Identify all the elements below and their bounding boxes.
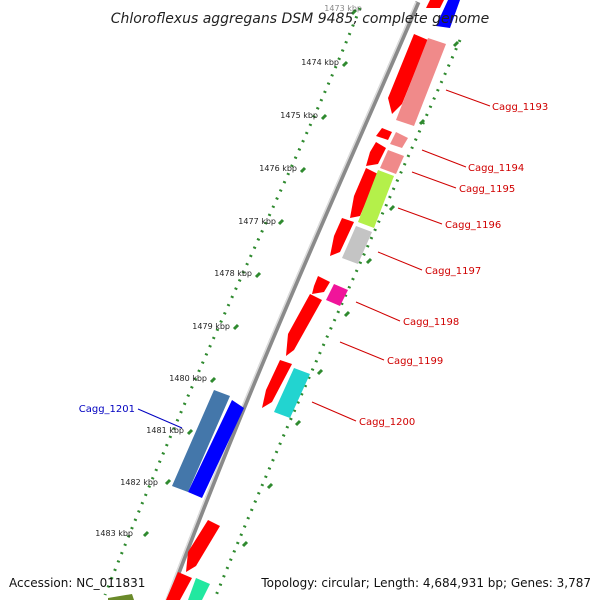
kbp-label: 1473 kbp [324,4,362,13]
leader-line [445,89,491,107]
leader-line [137,408,183,429]
outer-tick-h [266,482,274,490]
tick-1473 [350,8,358,16]
gene-label-cagg-1198[interactable]: Cagg_1198 [403,317,459,328]
kbp-label: 1478 kbp [214,269,252,278]
gene-arrow[interactable] [350,168,378,218]
gene-arrow[interactable] [330,218,354,256]
tick-1474 [341,60,349,68]
gene-arrow[interactable] [166,572,192,600]
gene-label-cagg-1194[interactable]: Cagg_1194 [468,163,524,174]
gene-arrow [108,594,134,600]
gene-arrow[interactable] [186,520,220,572]
gene-arrow[interactable] [366,142,386,166]
tick-1482 [164,478,172,486]
kbp-label: 1481 kbp [146,426,184,435]
gene-arrow[interactable] [358,170,394,228]
kbp-label: 1479 kbp [192,322,230,331]
kbp-label: 1475 kbp [280,111,318,120]
gene-label-cagg-1200[interactable]: Cagg_1200 [359,417,415,428]
outer-tick-c [388,204,396,212]
gene-arrow[interactable] [274,368,310,418]
outer-tick-g [294,419,302,427]
genome-backbone [165,1,421,600]
gene-arrow[interactable] [388,34,428,114]
outer-tick-d [365,257,373,265]
tick-1475 [320,113,328,121]
tick-1483 [142,530,150,538]
genome-backbone-highlight [165,1,417,600]
leader-line [377,251,423,271]
gene-arrow[interactable] [262,360,292,408]
label-leaders [137,89,491,429]
gene-label-cagg-1199[interactable]: Cagg_1199 [387,356,443,367]
gene-arrow[interactable] [396,38,446,126]
outer-tick-e [343,310,351,318]
leader-line [311,401,357,422]
tick-1481 [186,428,194,436]
gene-arrow[interactable] [426,0,444,8]
leader-line [355,301,401,322]
leader-line [421,149,467,168]
gene-label-cagg-1195[interactable]: Cagg_1195 [459,184,515,195]
tick-1476 [299,166,307,174]
gene-labels: Cagg_1193 Cagg_1194 Cagg_1195 Cagg_1196 … [79,102,549,428]
gene-arrow[interactable] [312,276,330,294]
kbp-label: 1477 kbp [238,217,276,226]
leader-line [411,171,457,189]
gene-arrow[interactable] [326,284,348,306]
gene-arrow[interactable] [188,400,244,498]
gene-arrow[interactable] [172,390,230,492]
kbp-labels: 1473 kbp 1474 kbp 1475 kbp 1476 kbp 1477… [95,4,362,538]
outer-tick-i [241,540,249,548]
inner-guide-ring [103,7,362,596]
gene-arrow[interactable] [380,150,404,174]
gene-arrow[interactable] [376,128,392,140]
gene-label-cagg-1196[interactable]: Cagg_1196 [445,220,501,231]
gene-arrow[interactable] [188,578,210,600]
tick-1480 [209,376,217,384]
gene-arrow[interactable] [342,226,372,264]
leader-line [339,341,385,361]
gene-arrow[interactable] [286,294,322,356]
reverse-strand-genes [108,390,244,600]
accession-text: Accession: NC_011831 [9,576,145,590]
kbp-label: 1480 kbp [169,374,207,383]
outer-strand-genes [188,0,460,600]
tick-1478 [254,271,262,279]
gene-label-cagg-1193[interactable]: Cagg_1193 [492,102,548,113]
kbp-label: 1482 kbp [120,478,158,487]
tick-1479 [232,323,240,331]
gene-arrow[interactable] [390,132,408,148]
outer-tick-f [316,368,324,376]
kbp-label: 1483 kbp [95,529,133,538]
gene-label-cagg-1201[interactable]: Cagg_1201 [79,404,135,415]
outer-tick-b [418,118,426,126]
gene-label-cagg-1197[interactable]: Cagg_1197 [425,266,481,277]
kbp-label: 1474 kbp [301,58,339,67]
tick-1477 [277,218,285,226]
topology-summary: Topology: circular; Length: 4,684,931 bp… [260,576,591,590]
map-title: Chloroflexus aggregans DSM 9485, complet… [111,11,490,27]
forward-strand-genes [166,0,444,600]
leader-line [397,207,443,225]
gene-arrow[interactable] [436,0,460,28]
kbp-ticks [142,8,460,548]
kbp-label: 1476 kbp [259,164,297,173]
outer-tick-a [452,40,460,48]
